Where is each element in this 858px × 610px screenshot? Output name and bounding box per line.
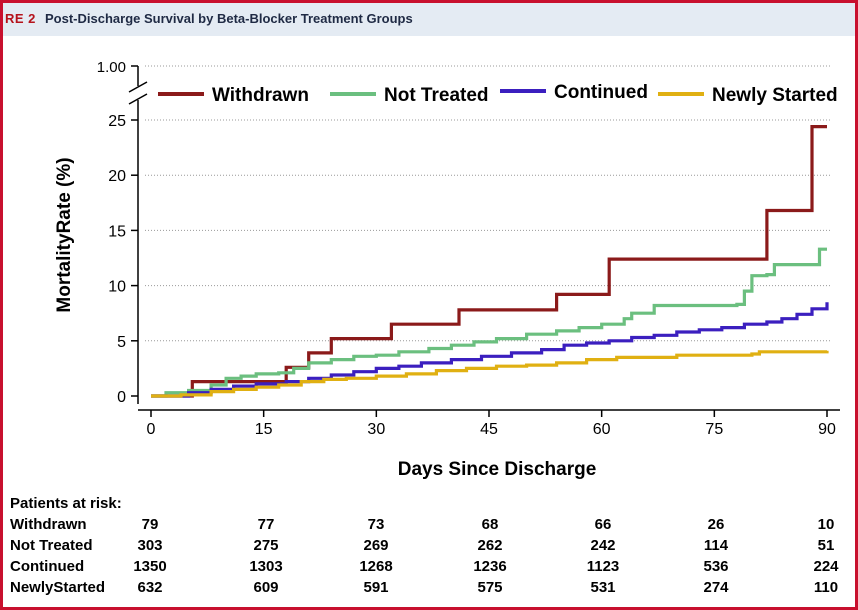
y-tick-label: 0 <box>117 389 126 406</box>
risk-value: 1123 <box>587 558 620 575</box>
x-tick-label: 60 <box>593 421 611 438</box>
x-tick-label: 0 <box>147 421 156 438</box>
risk-value: 242 <box>590 537 615 554</box>
y-break-label: 1.00 <box>97 59 126 76</box>
legend-label-withdrawn: Withdrawn <box>212 85 309 106</box>
risk-row-label: Not Treated <box>10 537 93 554</box>
risk-row-label: NewlyStarted <box>10 579 105 596</box>
x-tick-label: 90 <box>818 421 836 438</box>
risk-value: 303 <box>137 537 162 554</box>
legend-label-newly-started: Newly Started <box>712 85 838 106</box>
y-tick-label: 20 <box>108 168 126 185</box>
risk-row-label: Continued <box>10 558 84 575</box>
risk-value: 632 <box>137 579 162 596</box>
risk-value: 68 <box>482 516 499 533</box>
risk-value: 262 <box>477 537 502 554</box>
y-tick-label: 5 <box>117 334 126 351</box>
x-tick-label: 30 <box>367 421 385 438</box>
risk-row-label: Withdrawn <box>10 516 87 533</box>
x-tick-label: 45 <box>480 421 498 438</box>
risk-value: 1350 <box>133 558 166 575</box>
series-line-withdrawn <box>151 125 827 398</box>
risk-value: 536 <box>703 558 728 575</box>
risk-value: 51 <box>818 537 835 554</box>
risk-value: 114 <box>704 537 729 554</box>
risk-value: 66 <box>595 516 612 533</box>
risk-value: 274 <box>703 579 729 596</box>
risk-table: Patients at risk: Withdrawn 79 77 73 68 66 26 10… <box>10 495 839 596</box>
risk-value: 575 <box>477 579 502 596</box>
risk-table-title: Patients at risk: <box>10 495 122 512</box>
legend: Withdrawn Not Treated Continued Newly Start… <box>158 82 838 106</box>
risk-value: 10 <box>818 516 835 533</box>
series-line-not-treated <box>151 247 827 398</box>
risk-value: 110 <box>814 579 838 596</box>
risk-value: 609 <box>253 579 278 596</box>
legend-label-not-treated: Not Treated <box>384 85 489 106</box>
risk-value: 269 <box>363 537 388 554</box>
x-tick-label: 75 <box>705 421 723 438</box>
risk-value: 79 <box>142 516 159 533</box>
risk-value: 26 <box>708 516 725 533</box>
axes: 1.00 0 5 10 15 20 25 0 15 30 45 60 75 90 Days Since Di… <box>54 59 840 480</box>
figure-header: RE 2 Post-Discharge Survival by Beta-Blo… <box>3 3 855 36</box>
risk-value: 1303 <box>249 558 282 575</box>
x-tick-label: 15 <box>255 421 273 438</box>
y-tick-label: 10 <box>108 279 126 296</box>
series-line-continued <box>151 302 829 398</box>
risk-value: 531 <box>590 579 615 596</box>
figure-label: RE 2 <box>5 11 36 26</box>
series-layer <box>151 125 829 398</box>
axis-break-mark <box>128 81 148 93</box>
figure-title: Post-Discharge Survival by Beta-Blocker … <box>45 11 413 26</box>
risk-value: 77 <box>258 516 275 533</box>
risk-value: 1268 <box>359 558 392 575</box>
series-line-newly-started <box>151 350 829 398</box>
risk-value: 591 <box>363 579 388 596</box>
legend-label-continued: Continued <box>554 82 648 103</box>
risk-value: 275 <box>253 537 278 554</box>
y-tick-label: 15 <box>108 223 126 240</box>
x-axis-label: Days Since Discharge <box>398 459 597 480</box>
axis-break-mark <box>128 93 148 105</box>
y-tick-label: 25 <box>108 113 126 130</box>
risk-value: 73 <box>368 516 385 533</box>
y-axis-label: MortalityRate (%) <box>54 157 75 312</box>
risk-value: 224 <box>813 558 839 575</box>
risk-value: 1236 <box>473 558 506 575</box>
